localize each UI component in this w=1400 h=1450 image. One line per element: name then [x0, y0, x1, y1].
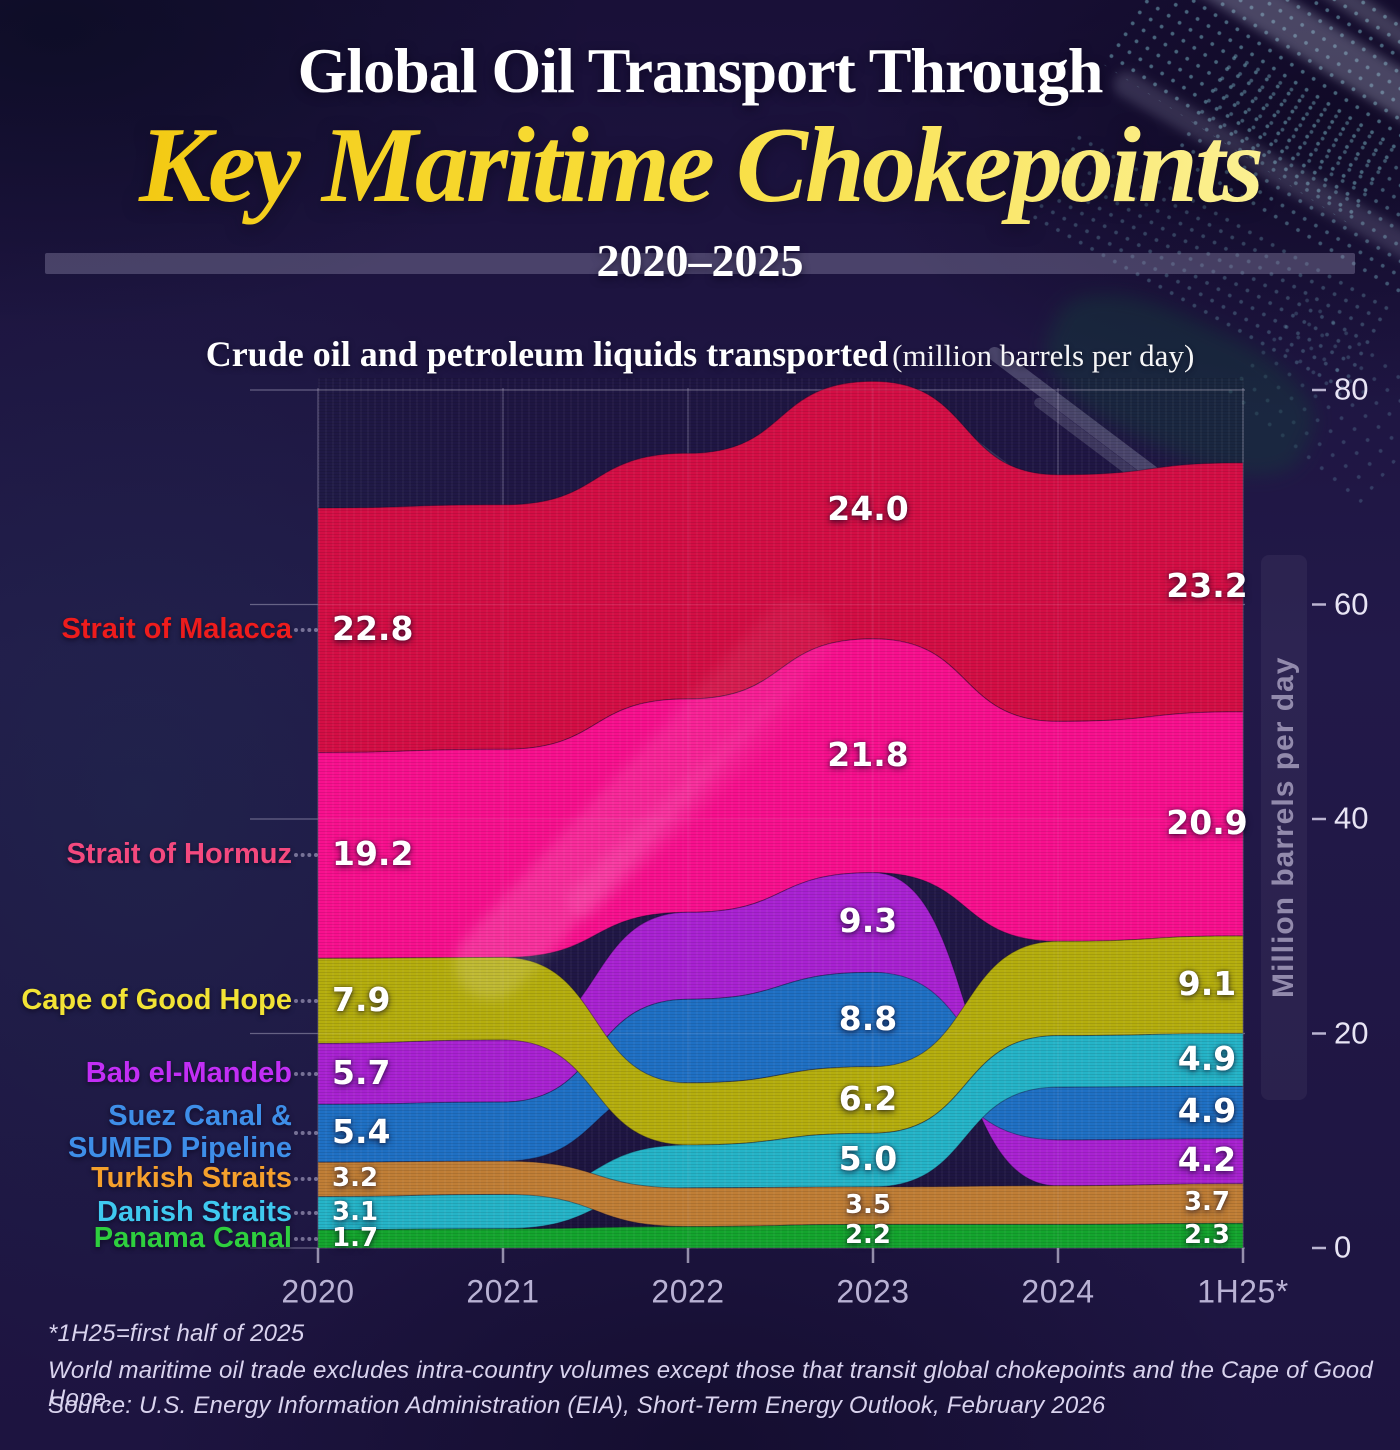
series-label-text: Suez Canal &: [108, 1100, 292, 1133]
chart-subtitle-units: (million barrels per day): [892, 338, 1195, 373]
value-cape-1H25*: 9.1: [1177, 963, 1237, 1003]
value-cape-2023: 6.2: [838, 1078, 898, 1118]
value-panama-2020: 1.7: [332, 1222, 379, 1253]
band-hormuz: [317, 638, 1244, 959]
y-axis-title: Million barrels per day: [1261, 555, 1307, 1100]
series-label-text: Panama Canal: [93, 1221, 292, 1254]
value-panama-1H25*: 2.3: [1183, 1219, 1231, 1250]
page-title-line2: Key Maritime Chokepoints: [0, 104, 1400, 228]
series-label-hormuz: Strait of Hormuz: [66, 838, 292, 872]
series-label-suez: Suez Canal & SUMED Pipeline: [68, 1100, 292, 1165]
source-credit: Source: U.S. Energy Information Administ…: [48, 1392, 1106, 1419]
x-axis-label-2022: 2022: [651, 1273, 725, 1310]
y-axis-label-20: 20: [1334, 1014, 1369, 1050]
series-label-text: Danish Straits: [97, 1196, 292, 1229]
series-label-text: SUMED Pipeline: [68, 1132, 292, 1165]
series-label-text: Strait of Hormuz: [66, 838, 292, 871]
series-label-panama: Panama Canal: [93, 1221, 292, 1255]
value-danish-1H25*: 4.9: [1177, 1038, 1237, 1078]
label-leader-cape: [294, 998, 318, 1003]
value-turkish-1H25*: 3.7: [1183, 1187, 1231, 1218]
value-bab-1H25*: 4.2: [1177, 1140, 1237, 1180]
value-malacca-1H25*: 23.2: [1166, 566, 1248, 606]
chart-subtitle-bold: Crude oil and petroleum liquids transpor…: [205, 334, 889, 374]
series-label-danish: Danish Straits: [97, 1196, 292, 1229]
years-divider-bar: [45, 253, 1355, 274]
label-leader-suez: [294, 1131, 318, 1136]
series-label-text: Bab el-Mandeb: [85, 1056, 292, 1089]
series-label-text: Turkish Straits: [91, 1162, 292, 1195]
series-label-malacca: Strait of Malacca: [61, 613, 292, 646]
y-axis-label-80: 80: [1334, 371, 1369, 407]
page-title-line1: Global Oil Transport Through: [297, 35, 1104, 106]
value-malacca-2023: 24.0: [827, 489, 909, 529]
value-suez-2023: 8.8: [838, 998, 898, 1038]
series-label-text: Strait of Malacca: [61, 613, 292, 646]
value-suez-2020: 5.4: [332, 1112, 391, 1152]
footnote-scope: World maritime oil trade excludes intra-…: [48, 1357, 1373, 1412]
y-axis-label-0: 0: [1334, 1229, 1352, 1265]
x-axis-label-2024: 2024: [1021, 1273, 1095, 1310]
value-cape-2020: 7.9: [332, 979, 391, 1019]
label-leader-malacca: [294, 628, 318, 633]
chart-subtitle: Crude oil and petroleum liquids transpor…: [0, 333, 1400, 375]
series-label-turkish: Turkish Straits: [91, 1162, 292, 1195]
x-axis-label-2020: 2020: [281, 1273, 355, 1310]
years-range: 2020–2025: [596, 235, 804, 286]
label-leader-danish: [294, 1211, 318, 1216]
value-hormuz-2023: 21.8: [827, 734, 909, 774]
label-leader-turkish: [294, 1177, 318, 1182]
x-axis-label-1H25*: 1H25*: [1197, 1273, 1289, 1310]
value-bab-2023: 9.3: [838, 901, 898, 941]
value-turkish-2020: 3.2: [332, 1163, 379, 1194]
value-hormuz-2020: 19.2: [332, 834, 414, 874]
label-leader-panama: [294, 1236, 318, 1241]
value-bab-2020: 5.7: [332, 1052, 391, 1092]
value-danish-2023: 5.0: [838, 1138, 898, 1178]
x-axis-label-2023: 2023: [836, 1273, 910, 1310]
footnote-1h25: *1H25=first half of 2025: [48, 1320, 305, 1347]
value-suez-1H25*: 4.9: [1177, 1091, 1237, 1131]
label-leader-bab: [294, 1071, 318, 1076]
value-hormuz-1H25*: 20.9: [1166, 802, 1248, 842]
value-malacca-2020: 22.8: [332, 609, 414, 649]
label-leader-hormuz: [294, 853, 318, 858]
y-axis-label-60: 60: [1334, 585, 1369, 621]
value-danish-2020: 3.1: [332, 1196, 379, 1227]
series-label-cape: Cape of Good Hope: [21, 983, 292, 1017]
series-label-bab: Bab el-Mandeb: [85, 1056, 292, 1090]
value-panama-2023: 2.2: [844, 1219, 892, 1250]
value-turkish-2023: 3.5: [844, 1189, 892, 1220]
y-axis-label-40: 40: [1334, 800, 1369, 836]
series-label-text: Cape of Good Hope: [21, 983, 292, 1016]
band-cape: [317, 935, 1244, 1146]
x-axis-label-2021: 2021: [466, 1273, 540, 1310]
